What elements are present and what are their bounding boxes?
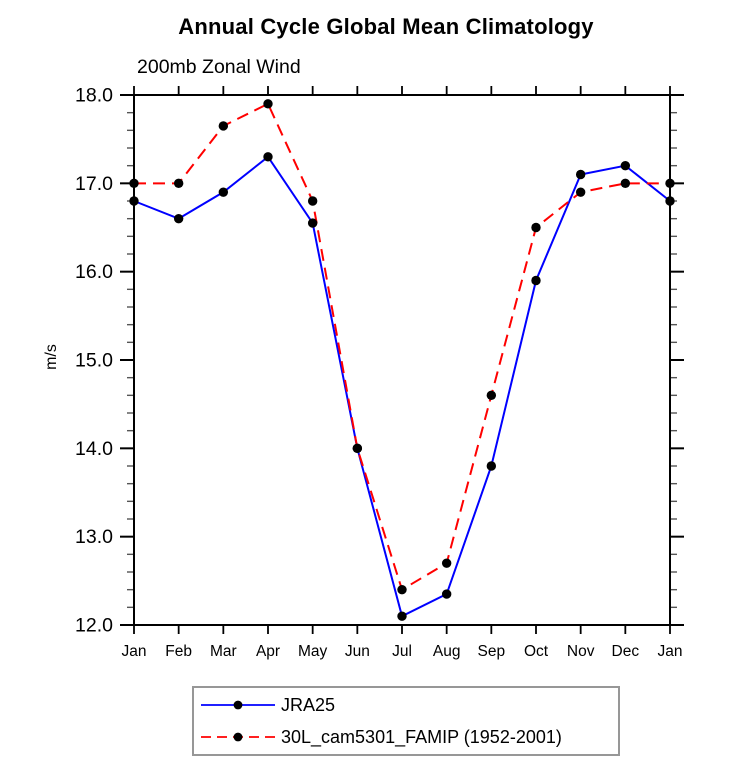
legend-box: JRA25 30L_cam5301_FAMIP (1952-2001) (192, 686, 620, 756)
y-tick-label: 14.0 (75, 438, 113, 460)
data-point-marker (620, 178, 631, 189)
x-tick-label: Nov (567, 643, 595, 660)
data-point-marker (531, 222, 541, 233)
y-tick-label: 15.0 (75, 350, 113, 372)
x-tick-label: May (298, 643, 328, 660)
x-tick-label: Jan (122, 643, 147, 660)
legend-solid-line-icon (201, 700, 275, 710)
data-point-marker (263, 99, 273, 109)
data-point-marker (173, 213, 184, 224)
data-point-marker (263, 152, 273, 162)
x-tick-label: Apr (256, 643, 280, 660)
chart-canvas: 12.0 13.0 14.0 15.0 16.0 17.0 18.0 Jan Feb Mar Apr… (75, 85, 684, 660)
legend-sample-marker (233, 732, 243, 742)
data-point-marker (307, 218, 318, 228)
x-tick-label: Feb (165, 643, 192, 660)
y-tick-label: 12.0 (75, 615, 113, 637)
data-point-marker (665, 196, 675, 206)
series-line-solid (133, 155, 671, 618)
x-tick-label: Jun (345, 643, 370, 660)
y-tick-label: 17.0 (75, 173, 113, 195)
plot-box (133, 94, 671, 626)
data-point-marker (486, 461, 497, 471)
data-point-marker (575, 187, 586, 197)
x-tick-label: Jan (658, 643, 683, 660)
data-point-marker (665, 178, 675, 189)
legend-label-jra25: JRA25 (281, 694, 336, 715)
data-point-marker (129, 178, 139, 189)
x-tick-label: Jul (392, 643, 412, 660)
legend-label-famip: 30L_cam5301_FAMIP (1952-2001) (281, 726, 562, 747)
data-point-marker (531, 275, 541, 286)
x-tick-label: Aug (433, 643, 461, 660)
data-point-marker (441, 589, 452, 599)
legend-item-famip: 30L_cam5301_FAMIP (1952-2001) (198, 722, 618, 752)
legend-sample-marker (233, 700, 243, 710)
series-line-dashed (134, 102, 670, 592)
x-tick-label: Mar (210, 643, 237, 660)
chart-title: Annual Cycle Global Mean Climatology (178, 14, 594, 39)
data-point-marker (575, 169, 586, 180)
data-point-marker (352, 443, 363, 454)
x-tick-label: Oct (524, 643, 549, 660)
legend-item-jra25: JRA25 (198, 690, 618, 720)
data-point-marker (218, 187, 229, 197)
data-point-marker (441, 558, 452, 568)
y-tick-label: 18.0 (75, 85, 113, 107)
data-point-marker (173, 178, 184, 189)
data-point-marker (397, 584, 407, 595)
y-tick-label: 13.0 (75, 526, 113, 548)
data-point-marker (486, 390, 497, 401)
data-point-marker (218, 121, 229, 131)
data-point-marker (129, 196, 139, 206)
data-point-marker (307, 196, 318, 206)
x-tick-label: Sep (478, 643, 506, 660)
chart-subtitle: 200mb Zonal Wind (137, 56, 301, 78)
y-tick-label: 16.0 (75, 261, 113, 283)
legend-dashed-line-icon (201, 732, 275, 742)
x-tick-label: Dec (612, 643, 640, 660)
data-point-marker (620, 160, 631, 171)
data-point-marker (397, 611, 407, 621)
